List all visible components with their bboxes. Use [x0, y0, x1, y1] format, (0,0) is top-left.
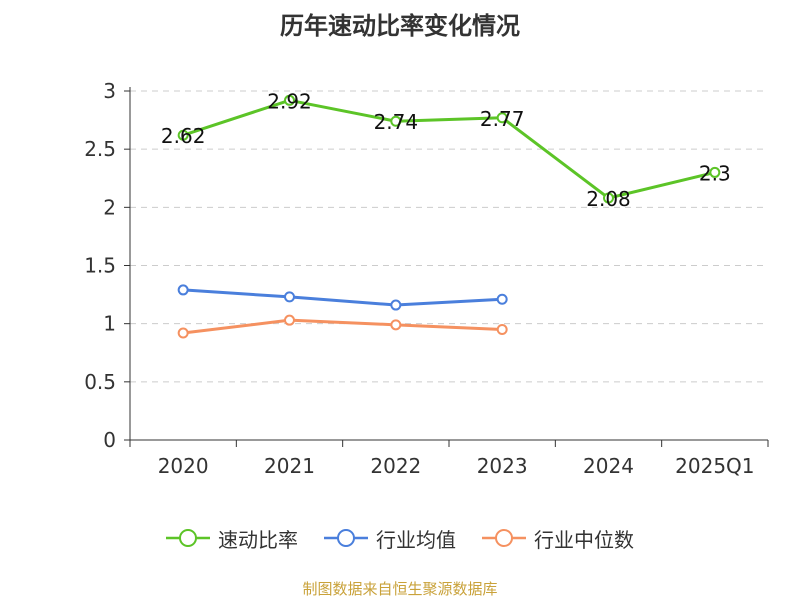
data-point [177, 284, 189, 296]
x-tick-label: 2025Q1 [675, 454, 754, 478]
chart-title: 历年速动比率变化情况 [280, 12, 520, 40]
data-label: 2.08 [586, 187, 631, 211]
data-point [177, 327, 189, 339]
legend-item[interactable]: 行业中位数 [482, 524, 634, 553]
legend-line-icon [324, 529, 368, 547]
data-point [496, 112, 508, 124]
data-label: 2.3 [699, 161, 731, 185]
data-point [177, 129, 189, 141]
data-point [284, 314, 295, 326]
x-tick-label: 2024 [583, 454, 634, 478]
y-tick-label: 1.5 [84, 254, 116, 278]
x-tick-label: 2022 [370, 454, 421, 478]
legend-line-icon [166, 529, 210, 547]
data-point [603, 192, 614, 204]
y-tick-label: 0 [103, 428, 116, 452]
x-tick-label: 2020 [158, 454, 209, 478]
series-line [182, 318, 503, 335]
data-point [390, 319, 402, 331]
series-line [182, 98, 716, 200]
series-line [183, 288, 503, 307]
data-label: 2.77 [480, 107, 525, 131]
y-tick-label: 3 [103, 79, 116, 103]
legend-label: 行业均值 [376, 527, 456, 552]
data-point [496, 323, 508, 335]
data-point [496, 293, 508, 305]
source-note: 制图数据来自恒生聚源数据库 [302, 580, 498, 598]
legend-label: 行业中位数 [534, 527, 634, 552]
x-tick-label: 2023 [477, 454, 528, 478]
data-point [390, 299, 402, 311]
y-tick-label: 2.5 [84, 137, 116, 161]
y-tick-label: 2 [103, 195, 116, 219]
x-tick-label: 2021 [264, 454, 315, 478]
y-tick-label: 0.5 [84, 370, 116, 394]
legend-item[interactable]: 行业均值 [324, 524, 456, 553]
legend: 速动比率 行业均值 行业中位数 [0, 520, 800, 556]
y-tick-label: 1 [103, 312, 116, 336]
data-point [709, 166, 721, 178]
data-point [390, 115, 402, 127]
legend-label: 速动比率 [218, 527, 298, 552]
data-label: 2.74 [374, 110, 419, 134]
data-point [284, 94, 295, 106]
data-label: 2.92 [267, 89, 312, 113]
legend-item[interactable]: 速动比率 [166, 524, 298, 553]
data-label: 2.62 [161, 124, 206, 148]
data-point [284, 291, 295, 303]
legend-line-icon [482, 529, 526, 547]
